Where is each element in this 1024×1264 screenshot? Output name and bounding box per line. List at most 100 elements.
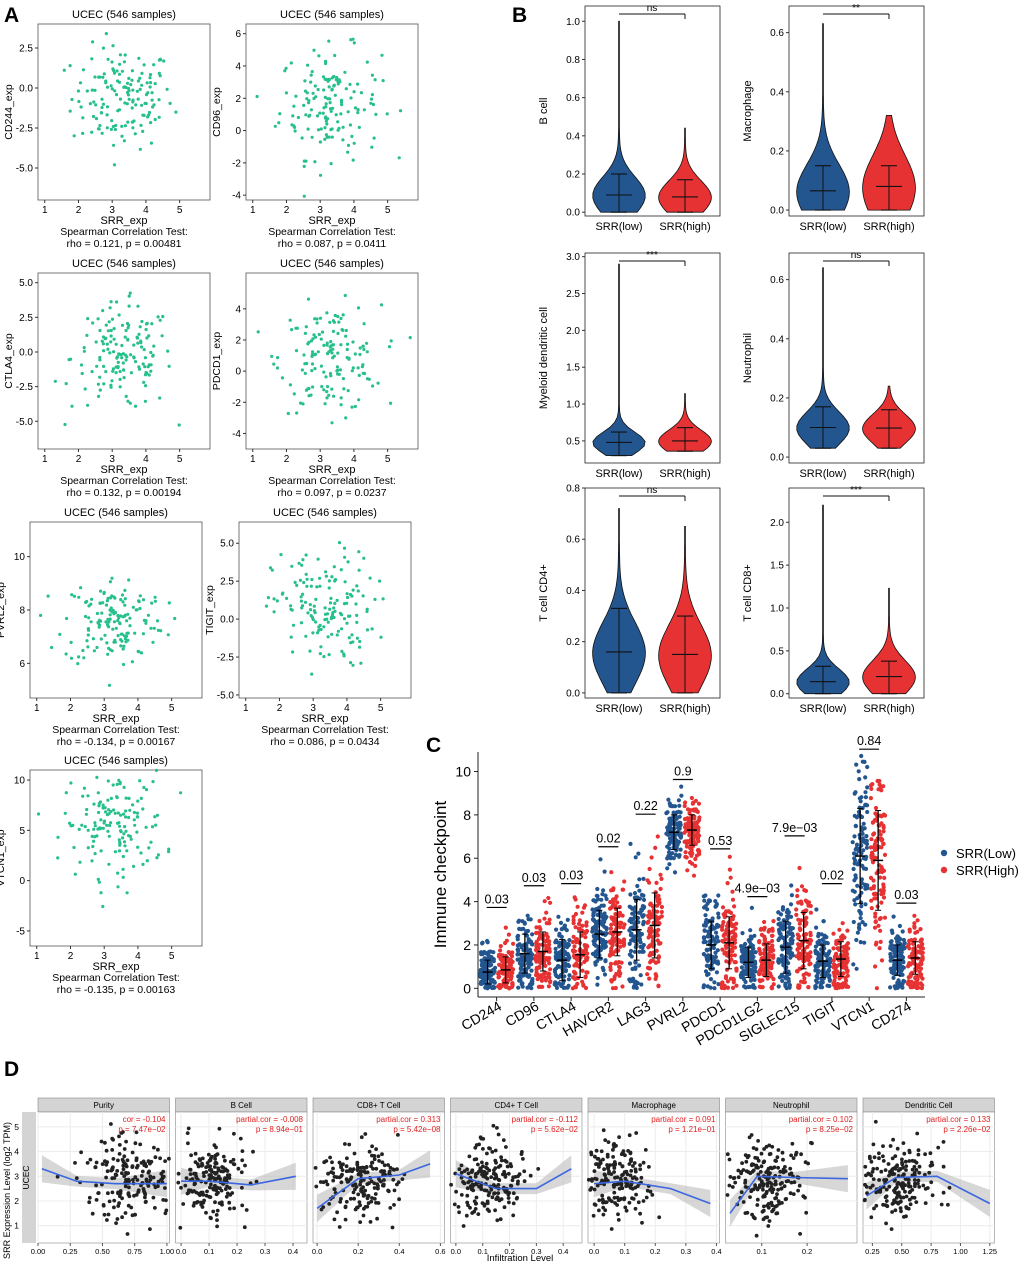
data-point xyxy=(331,106,335,110)
data-point xyxy=(322,370,326,374)
data-point xyxy=(98,124,102,128)
data-point xyxy=(106,596,110,600)
data-point xyxy=(118,385,122,389)
data-point-low xyxy=(516,985,521,990)
data-point xyxy=(188,1167,193,1172)
data-point xyxy=(173,616,177,621)
data-point-low xyxy=(851,962,856,967)
data-point-high xyxy=(656,984,661,989)
data-point-high xyxy=(918,960,924,965)
data-point-low xyxy=(739,965,745,970)
data-point-low xyxy=(669,826,674,831)
y-tick-label: 0.0 xyxy=(566,688,580,699)
data-point xyxy=(101,342,105,346)
x-tick-label: 4 xyxy=(351,205,357,216)
data-point xyxy=(79,1150,83,1155)
y-tick-label: -5.0 xyxy=(16,417,34,428)
data-point-high xyxy=(647,976,652,981)
data-point-low xyxy=(716,982,721,987)
confidence-band xyxy=(181,1162,296,1195)
data-point xyxy=(327,653,331,657)
data-point-low xyxy=(592,942,597,947)
data-point xyxy=(165,87,169,91)
data-point xyxy=(336,331,340,336)
data-point-low xyxy=(529,962,534,967)
y-tick-label: 2 xyxy=(14,1196,19,1206)
data-point-high xyxy=(757,946,762,951)
data-point xyxy=(167,847,171,851)
data-point xyxy=(332,565,336,569)
data-point-low xyxy=(602,972,608,977)
data-point xyxy=(310,135,314,139)
data-point-high xyxy=(722,932,727,937)
data-point xyxy=(149,141,153,145)
data-point xyxy=(305,361,309,366)
data-point xyxy=(98,328,102,333)
data-point xyxy=(177,423,181,427)
data-point xyxy=(110,119,114,123)
data-point xyxy=(324,375,328,379)
y-tick-label: 0.4 xyxy=(566,586,580,597)
data-point xyxy=(495,1126,499,1130)
data-point xyxy=(158,318,162,322)
data-point xyxy=(299,599,303,603)
data-point xyxy=(315,321,319,325)
facet-title: CD8+ T Cell xyxy=(357,1101,401,1110)
data-point xyxy=(356,111,360,115)
data-point xyxy=(372,136,376,140)
data-point xyxy=(123,101,127,105)
data-point-low xyxy=(604,896,609,902)
data-point xyxy=(192,1171,197,1176)
data-point-low xyxy=(860,863,865,869)
data-point-low xyxy=(628,933,634,938)
x-tick-label: 5 xyxy=(177,454,183,465)
data-point xyxy=(115,300,119,304)
data-point xyxy=(325,343,329,347)
y-axis-label: Macrophage xyxy=(742,80,754,141)
data-point xyxy=(365,609,369,614)
data-point xyxy=(362,1206,366,1211)
test-label: Spearman Correlation Test: xyxy=(261,724,389,736)
data-point-high xyxy=(611,897,616,902)
data-point xyxy=(91,114,96,119)
data-point xyxy=(381,597,385,601)
data-point xyxy=(72,845,76,850)
data-point-high xyxy=(723,974,729,979)
data-point xyxy=(76,662,80,666)
data-point-high xyxy=(769,933,775,938)
data-point xyxy=(53,379,57,383)
data-point-high xyxy=(803,954,808,960)
data-point-high xyxy=(585,970,590,975)
y-tick-label: 4 xyxy=(463,894,471,910)
data-point xyxy=(474,1195,479,1200)
data-point xyxy=(322,106,326,110)
data-point xyxy=(454,1189,458,1194)
data-point xyxy=(116,365,120,369)
data-point xyxy=(319,364,323,368)
data-point xyxy=(232,1206,237,1211)
data-point-low xyxy=(703,913,708,918)
data-point-high xyxy=(808,910,814,915)
data-point xyxy=(124,829,128,833)
data-point xyxy=(474,1143,479,1147)
panel-a-scatter-grid: UCEC (546 samples)1 2 3 4 5-5.0-2.50.02.5CD2… xyxy=(0,9,419,996)
data-point xyxy=(136,79,140,83)
data-point xyxy=(138,87,142,91)
data-point xyxy=(133,1141,138,1146)
data-point xyxy=(341,328,345,332)
data-point xyxy=(211,1176,216,1180)
data-point xyxy=(148,76,152,80)
data-point-low xyxy=(490,958,495,963)
data-point xyxy=(311,631,315,635)
data-point xyxy=(307,386,311,391)
data-point-low xyxy=(747,984,753,990)
data-point-high xyxy=(769,963,774,968)
data-point xyxy=(375,1216,379,1221)
data-point xyxy=(95,364,99,368)
data-point-high xyxy=(727,854,732,859)
data-point xyxy=(123,597,127,601)
data-point-low xyxy=(819,932,824,937)
data-point-high xyxy=(725,979,731,984)
data-point xyxy=(336,120,340,124)
y-tick-label: 1.5 xyxy=(770,561,784,572)
